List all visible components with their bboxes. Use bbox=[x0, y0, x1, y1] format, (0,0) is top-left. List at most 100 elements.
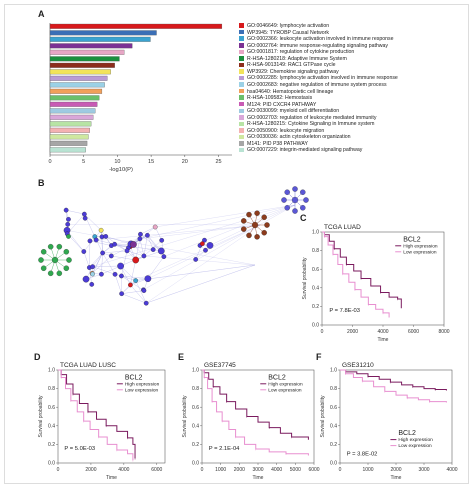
legend-item: GO:0001817: regulation of cytokine produ… bbox=[239, 49, 354, 55]
star-node bbox=[284, 189, 290, 195]
network-nodes bbox=[63, 207, 214, 306]
star-node bbox=[292, 186, 298, 192]
km-y-axis-title: Survival probability bbox=[320, 395, 326, 437]
panel-label-b: B bbox=[38, 178, 45, 188]
km-p-value: P = 7.8E-03 bbox=[329, 308, 360, 314]
km-x-tick-label: 3000 bbox=[418, 467, 429, 473]
legend-item: WP3929: Chemokine signaling pathway bbox=[239, 69, 339, 75]
star-node bbox=[284, 205, 290, 211]
network-node bbox=[152, 224, 158, 230]
network-node bbox=[124, 248, 130, 254]
network-node bbox=[82, 275, 90, 283]
legend-label: GO:0046649: lymphocyte activation bbox=[247, 23, 330, 29]
bar-9 bbox=[49, 82, 105, 88]
legend-swatch bbox=[239, 88, 244, 94]
bar-x-tick-label: 0 bbox=[48, 159, 51, 165]
network-edge bbox=[83, 230, 102, 252]
network-node bbox=[137, 236, 143, 242]
legend-label: M141: PID P38 PATHWAY bbox=[247, 140, 308, 147]
km-y-tick-label: 0.2 bbox=[48, 442, 55, 448]
network-edge bbox=[114, 204, 296, 245]
green-cluster bbox=[38, 243, 72, 277]
legend-label: GO:0002703: regulation of leukocyte medi… bbox=[247, 114, 377, 121]
km-plot-d: TCGA LUAD LUSC 0.0 0.2 0.4 0.6 0.8 1.0 0 2000 400… bbox=[38, 362, 166, 481]
network-edge bbox=[101, 265, 121, 275]
network-node bbox=[93, 237, 99, 243]
star-node bbox=[300, 205, 306, 211]
bar-x-tick-label: 25 bbox=[215, 159, 221, 165]
star-node bbox=[240, 226, 247, 232]
network-edge bbox=[89, 204, 296, 268]
bar-12 bbox=[49, 101, 98, 107]
bar-7 bbox=[49, 69, 111, 75]
km-curve-low bbox=[340, 369, 447, 403]
network-node bbox=[63, 207, 69, 213]
star-hub bbox=[251, 221, 259, 229]
km-x-tick-label: 0 bbox=[321, 329, 324, 335]
km-x-tick-label: 1000 bbox=[215, 467, 226, 473]
network-node bbox=[202, 237, 207, 243]
network-edge bbox=[66, 209, 85, 215]
network-edge bbox=[114, 274, 122, 294]
km-p-value: P = 3.8E-02 bbox=[347, 452, 378, 458]
star-node bbox=[40, 265, 47, 271]
network-node bbox=[117, 262, 124, 270]
legend-swatch bbox=[239, 134, 244, 140]
legend-swatch bbox=[239, 56, 244, 61]
km-gene-label: BCL2 bbox=[398, 430, 416, 437]
network-node bbox=[141, 288, 147, 293]
network-edge bbox=[121, 280, 136, 294]
network-node bbox=[133, 278, 139, 283]
km-x-tick-label: 2000 bbox=[347, 329, 358, 335]
network-edge bbox=[147, 256, 165, 279]
star-node bbox=[292, 208, 298, 214]
km-y-tick-label: 1.0 bbox=[312, 230, 319, 236]
km-y-tick-label: 0.0 bbox=[192, 461, 199, 467]
network-edge bbox=[67, 224, 261, 226]
legend-label: GO:0002764: immune response-regulating s… bbox=[247, 42, 389, 49]
network-edge bbox=[66, 230, 84, 252]
legend-swatch bbox=[239, 36, 244, 41]
km-y-tick-label: 0.0 bbox=[312, 323, 319, 329]
network-node bbox=[119, 273, 124, 279]
star-hub bbox=[51, 256, 59, 264]
bar-10 bbox=[49, 88, 103, 94]
network-edge bbox=[133, 226, 156, 245]
network-node bbox=[112, 241, 117, 247]
network-edge bbox=[102, 250, 128, 254]
legend-item: GO:0030036: actin cytoskeleton organizat… bbox=[239, 134, 351, 140]
network-node bbox=[82, 211, 87, 217]
bar-8 bbox=[49, 75, 108, 81]
legend-swatch bbox=[239, 108, 244, 114]
km-y-tick-label: 0.4 bbox=[330, 423, 337, 429]
legend-label: R-HSA-109582: Hemostasis bbox=[247, 95, 313, 102]
network-edge bbox=[92, 252, 103, 275]
km-y-tick-label: 0.8 bbox=[330, 386, 337, 392]
legend-swatch bbox=[239, 69, 244, 74]
star-node bbox=[56, 270, 63, 277]
network-edges bbox=[65, 204, 296, 304]
network-edge bbox=[89, 240, 112, 246]
network-edge bbox=[120, 265, 136, 281]
legend-label: GO:0002366: leukocyte activation involve… bbox=[247, 36, 394, 43]
network-node bbox=[66, 216, 71, 222]
km-curve-high bbox=[58, 369, 136, 459]
network-edge bbox=[120, 255, 145, 267]
network-node bbox=[157, 247, 165, 255]
km-y-tick-label: 0.6 bbox=[48, 405, 55, 411]
network-node bbox=[98, 227, 104, 233]
km-title: TCGA LUAD bbox=[324, 224, 361, 231]
legend-item: GO:0002703: regulation of leukocyte medi… bbox=[239, 115, 376, 121]
legend-item: GO:0002285: lymphocyte activation involv… bbox=[239, 75, 398, 81]
bar-11 bbox=[49, 95, 100, 101]
legend-label: WP3929: Chemokine signaling pathway bbox=[247, 68, 339, 75]
network-edge bbox=[102, 252, 116, 275]
km-x-tick-label: 3000 bbox=[252, 467, 263, 473]
km-curve-high bbox=[202, 369, 309, 440]
network-edge bbox=[143, 235, 148, 256]
km-gene-label: BCL2 bbox=[403, 236, 421, 243]
km-y-tick-label: 0.8 bbox=[48, 386, 55, 392]
legend-item: GO:0030099: myeloid cell differentiation bbox=[239, 108, 339, 114]
legend-label: R-HSA-1280218: Adaptive Immune System bbox=[247, 55, 347, 62]
km-curve-low bbox=[58, 369, 134, 461]
